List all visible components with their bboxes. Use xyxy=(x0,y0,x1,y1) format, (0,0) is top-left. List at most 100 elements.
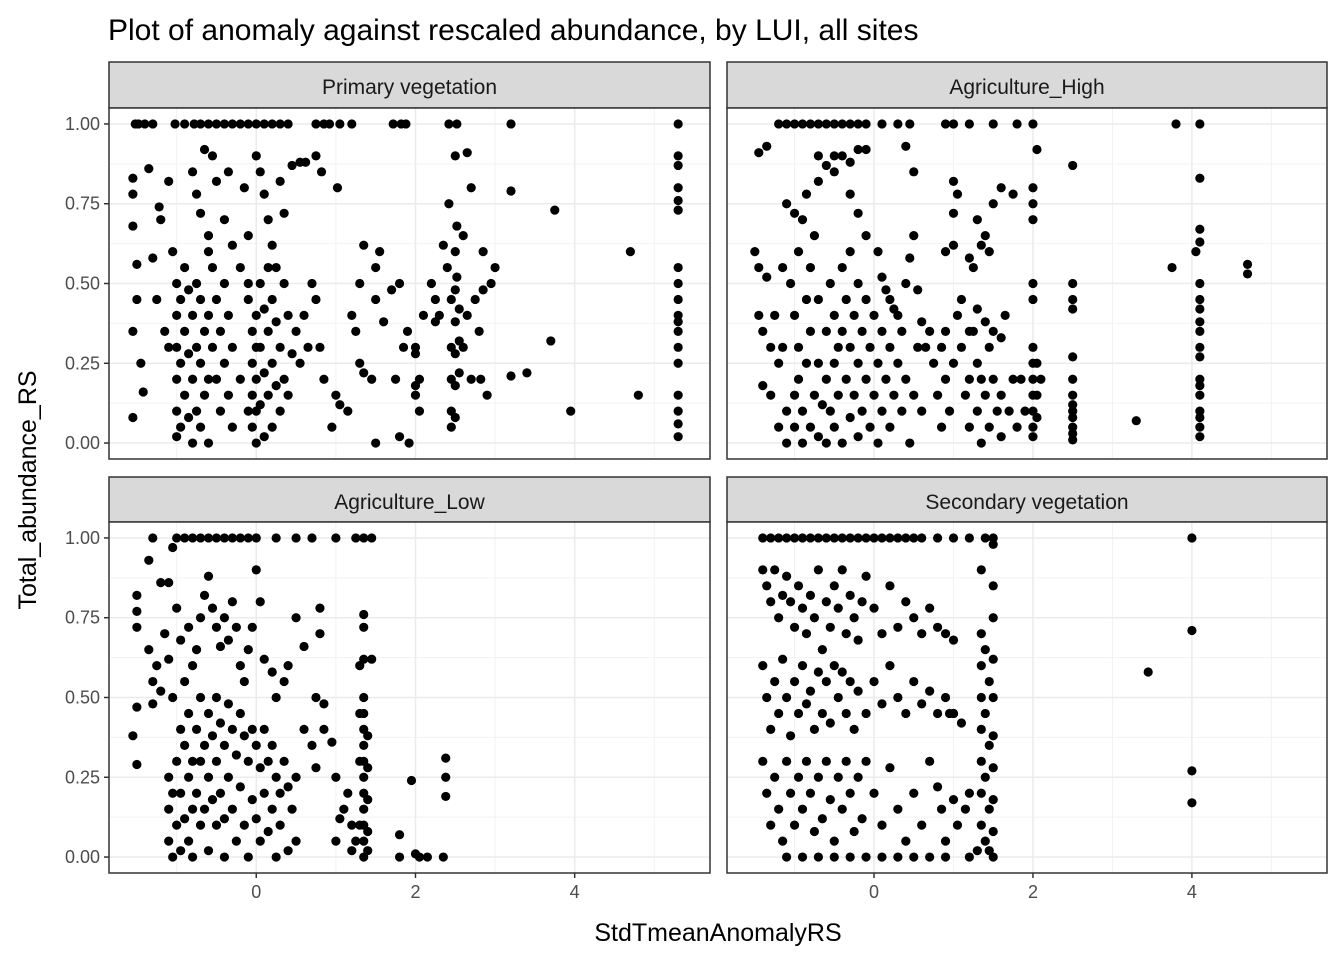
data-point xyxy=(936,422,947,432)
data-point xyxy=(972,358,982,368)
data-point xyxy=(929,358,939,368)
data-point xyxy=(845,342,855,352)
data-point xyxy=(909,852,919,862)
data-point xyxy=(873,438,883,448)
data-point xyxy=(1195,119,1205,129)
data-point xyxy=(925,326,935,336)
data-point xyxy=(833,603,843,613)
data-point xyxy=(766,724,776,735)
data-point xyxy=(909,167,919,177)
data-point xyxy=(446,422,456,432)
data-point xyxy=(1191,246,1201,257)
data-point xyxy=(793,342,804,352)
data-point xyxy=(275,176,285,186)
data-point xyxy=(964,788,974,798)
data-point xyxy=(829,422,839,432)
data-point xyxy=(1195,432,1205,442)
data-point xyxy=(976,788,986,798)
data-point xyxy=(203,374,214,384)
data-point xyxy=(829,533,839,543)
data-point xyxy=(219,358,230,368)
data-point xyxy=(861,533,871,543)
data-point xyxy=(156,215,166,225)
data-point xyxy=(893,804,903,814)
data-point xyxy=(132,294,142,305)
data-point xyxy=(917,533,927,543)
y-tick-label: 1.00 xyxy=(65,114,100,134)
data-point xyxy=(148,533,158,543)
data-point xyxy=(191,406,202,416)
data-point xyxy=(809,231,820,241)
data-point xyxy=(180,119,190,129)
data-point xyxy=(782,852,792,862)
data-point xyxy=(881,285,891,295)
data-point xyxy=(988,731,998,741)
data-point xyxy=(754,262,764,273)
data-point xyxy=(813,119,823,129)
data-point xyxy=(227,597,237,607)
data-point xyxy=(1004,406,1014,416)
data-point xyxy=(199,390,210,400)
data-point xyxy=(1195,406,1205,416)
data-point xyxy=(996,333,1006,343)
data-point xyxy=(176,422,186,432)
data-point xyxy=(267,358,277,368)
data-point xyxy=(235,708,245,719)
data-point xyxy=(964,253,974,263)
data-point xyxy=(351,326,361,336)
data-point xyxy=(853,119,863,129)
data-point xyxy=(869,390,879,400)
data-point xyxy=(805,590,816,600)
data-point xyxy=(247,326,257,336)
data-point xyxy=(805,422,816,432)
data-point xyxy=(414,374,425,384)
facet-panel: Secondary vegetation 0 2 4 xyxy=(726,476,1328,902)
data-point xyxy=(758,533,768,543)
data-point xyxy=(833,390,843,400)
data-point xyxy=(797,804,808,814)
data-point xyxy=(128,731,138,741)
data-point xyxy=(187,660,198,671)
data-point xyxy=(976,629,986,639)
data-point xyxy=(785,731,796,741)
data-point xyxy=(1028,183,1038,193)
data-point xyxy=(960,390,971,400)
data-point xyxy=(311,294,321,305)
data-point xyxy=(191,788,202,798)
data-point xyxy=(311,692,321,703)
data-point xyxy=(774,358,784,368)
data-point xyxy=(259,368,269,378)
data-point xyxy=(187,167,198,177)
data-point xyxy=(801,189,812,199)
data-point xyxy=(1008,189,1018,199)
data-point xyxy=(813,358,823,368)
data-point xyxy=(263,826,273,837)
data-point xyxy=(187,852,198,862)
data-point xyxy=(762,581,772,591)
data-point xyxy=(227,342,237,352)
data-point xyxy=(837,119,847,129)
data-point xyxy=(1032,412,1042,423)
data-point xyxy=(893,358,903,368)
data-point xyxy=(785,278,796,289)
data-point xyxy=(996,390,1006,400)
data-point xyxy=(984,676,994,687)
data-point xyxy=(267,740,277,750)
data-point xyxy=(283,782,293,792)
data-point xyxy=(821,756,831,766)
data-point xyxy=(1068,304,1078,314)
data-point xyxy=(367,533,377,543)
data-point xyxy=(901,278,911,289)
data-point xyxy=(893,852,903,862)
data-point xyxy=(140,119,150,129)
data-point xyxy=(782,533,792,543)
data-point xyxy=(259,304,269,314)
data-point xyxy=(235,782,245,792)
data-point xyxy=(154,202,164,212)
data-point xyxy=(404,438,414,448)
data-point xyxy=(347,820,357,830)
data-point xyxy=(251,438,261,448)
data-point xyxy=(853,686,863,696)
data-point xyxy=(948,176,959,186)
data-point xyxy=(287,160,297,171)
